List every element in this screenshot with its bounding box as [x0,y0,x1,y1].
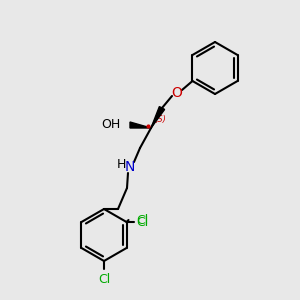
Text: Cl: Cl [98,273,110,286]
Text: (S): (S) [154,115,166,124]
Text: Cl: Cl [136,215,149,229]
Text: H: H [116,158,126,172]
Polygon shape [151,106,165,128]
Polygon shape [130,122,151,128]
Text: Cl: Cl [136,214,149,226]
Text: O: O [172,86,182,100]
Text: OH: OH [102,118,121,131]
Text: N: N [125,160,135,174]
